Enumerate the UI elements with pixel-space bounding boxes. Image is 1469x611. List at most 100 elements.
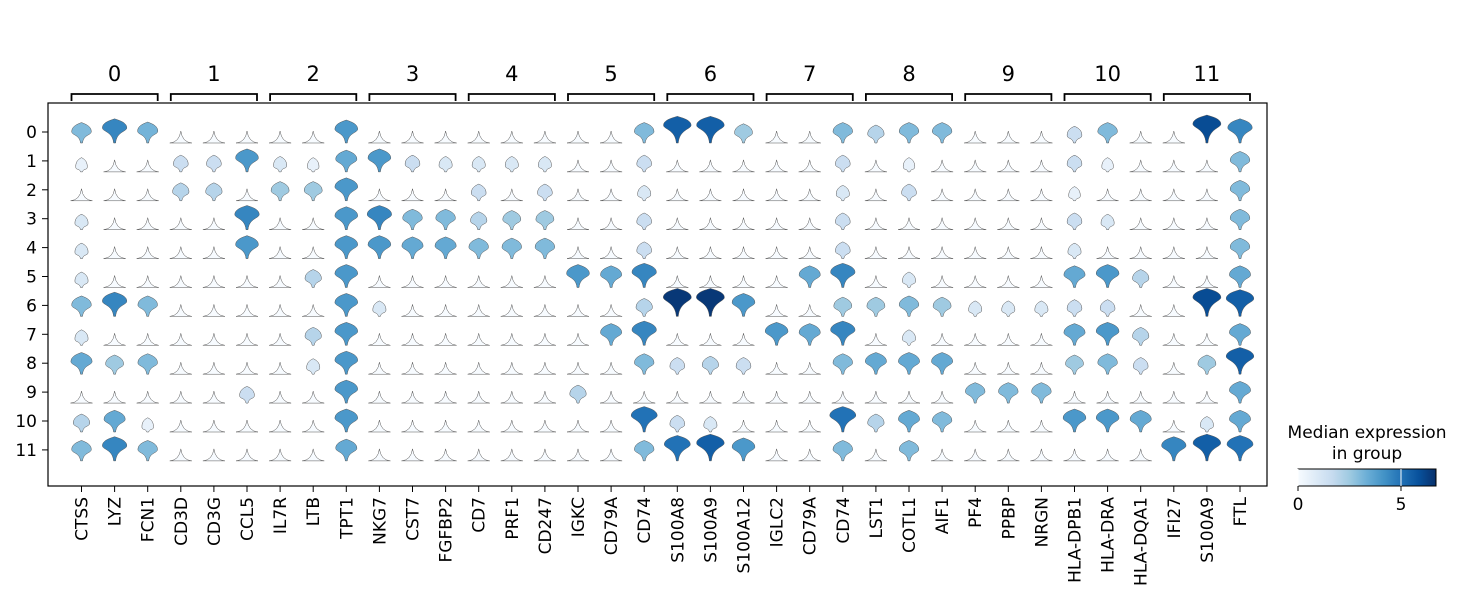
violin xyxy=(566,419,590,433)
violin xyxy=(1192,114,1222,144)
gene-label: PRF1 xyxy=(503,497,523,540)
violin xyxy=(401,236,424,259)
violin xyxy=(637,185,652,202)
violin xyxy=(1030,188,1053,202)
group-bracket xyxy=(169,93,258,101)
violin xyxy=(636,212,652,230)
violin xyxy=(1129,188,1152,202)
violin xyxy=(74,329,89,346)
violin xyxy=(169,362,192,375)
violin xyxy=(765,159,788,173)
violin xyxy=(932,122,953,144)
violin xyxy=(699,246,722,259)
violin xyxy=(1030,159,1053,173)
gene-label: TPT1 xyxy=(337,497,357,540)
violin xyxy=(1162,304,1185,317)
violin xyxy=(136,188,159,202)
row-label: 6 xyxy=(26,296,37,316)
violin xyxy=(600,130,623,144)
violin xyxy=(467,362,490,375)
violin xyxy=(835,154,851,173)
violin xyxy=(634,353,655,375)
violin xyxy=(1099,299,1116,317)
violin xyxy=(434,236,457,259)
violin xyxy=(202,246,225,259)
violin xyxy=(70,391,93,404)
violin xyxy=(334,177,358,202)
violin xyxy=(500,362,523,375)
group-bracket xyxy=(70,93,159,101)
violin xyxy=(1132,269,1150,288)
violin xyxy=(434,362,457,375)
violin xyxy=(1200,416,1214,433)
violin xyxy=(1030,246,1053,259)
violin xyxy=(734,123,753,144)
violin xyxy=(699,275,722,288)
violin xyxy=(1095,322,1120,346)
violin xyxy=(902,271,916,288)
violin xyxy=(1195,275,1218,288)
violin xyxy=(931,391,954,404)
violin xyxy=(831,391,854,404)
violin xyxy=(1034,300,1049,317)
violin xyxy=(732,391,755,404)
violin xyxy=(302,391,325,404)
violin xyxy=(533,275,556,288)
violin xyxy=(538,156,552,173)
violin xyxy=(334,293,358,317)
violin xyxy=(70,188,93,202)
violin xyxy=(269,275,292,288)
violin xyxy=(1031,382,1052,404)
violin xyxy=(306,358,321,375)
violin xyxy=(401,333,424,346)
violin xyxy=(964,275,987,288)
violin xyxy=(997,217,1020,230)
violin xyxy=(964,448,987,462)
violin xyxy=(1066,212,1083,230)
violin xyxy=(1129,448,1152,462)
violin xyxy=(269,130,292,144)
violin xyxy=(964,130,987,144)
violin xyxy=(434,130,457,144)
violin xyxy=(1030,448,1053,462)
violin xyxy=(401,448,424,462)
violin xyxy=(898,440,920,462)
violin xyxy=(765,246,788,259)
colorbar-tick-label: 5 xyxy=(1396,495,1407,515)
gene-label: CD3D xyxy=(172,497,192,546)
violin xyxy=(137,295,158,317)
violin xyxy=(897,217,921,230)
violin xyxy=(368,130,391,144)
violin xyxy=(1063,391,1086,404)
violin xyxy=(269,391,292,404)
violin xyxy=(732,275,755,288)
violin xyxy=(71,295,92,317)
violin xyxy=(533,448,556,462)
violin xyxy=(533,419,556,433)
violin xyxy=(634,122,655,144)
violin xyxy=(334,408,358,433)
violin xyxy=(931,159,954,173)
violin xyxy=(1068,186,1081,202)
violin xyxy=(368,275,391,288)
violin xyxy=(1096,188,1119,202)
violin xyxy=(600,419,623,433)
violin xyxy=(1096,448,1119,462)
group-label: 7 xyxy=(803,62,816,86)
violin xyxy=(798,188,821,202)
violin xyxy=(1195,246,1218,259)
violin xyxy=(1227,118,1253,144)
violin xyxy=(103,391,126,404)
violin xyxy=(334,350,358,375)
violin xyxy=(1225,289,1255,317)
violin xyxy=(798,323,821,346)
colorbar-tick-label: 0 xyxy=(1293,495,1304,515)
violin xyxy=(932,411,953,433)
violin xyxy=(103,246,126,259)
violin xyxy=(169,304,192,317)
violin xyxy=(136,391,159,404)
violin xyxy=(931,217,954,230)
violin xyxy=(931,246,954,259)
violin xyxy=(368,419,391,433)
